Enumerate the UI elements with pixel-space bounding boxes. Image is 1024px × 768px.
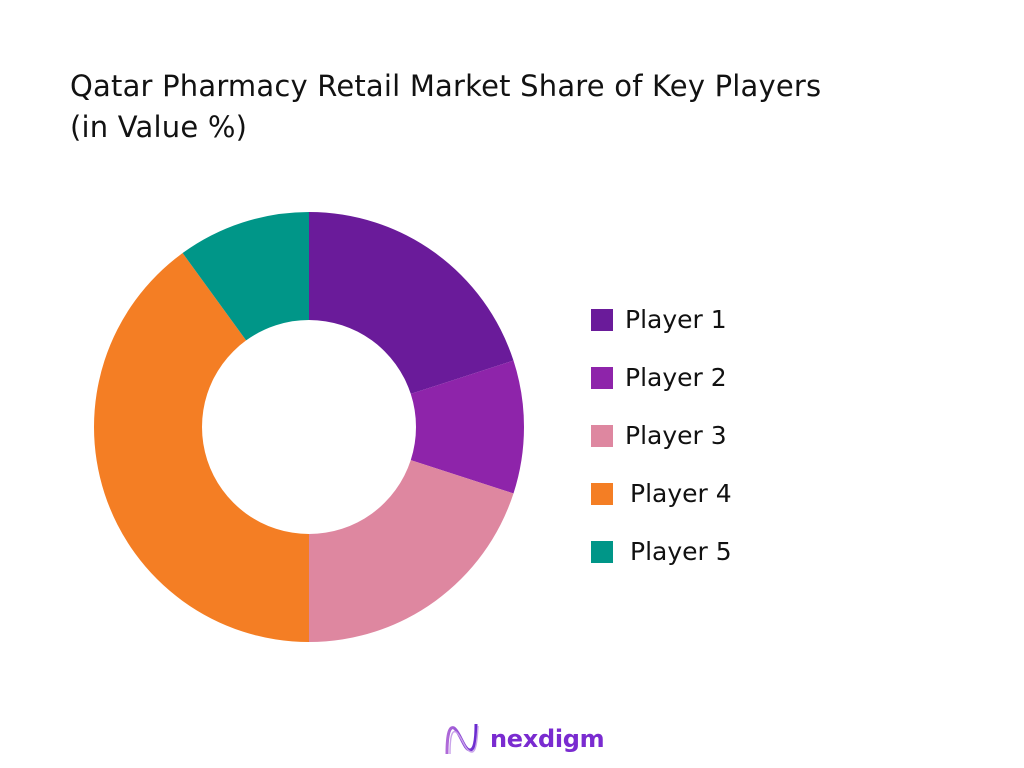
donut-slice-player-3 (309, 460, 514, 642)
donut-slice-player-2 (410, 360, 524, 494)
legend-label: Player 4 (630, 479, 732, 508)
legend-item-player-3: Player 3 (591, 421, 727, 450)
donut-slices (93, 212, 524, 642)
legend-label: Player 1 (625, 305, 727, 334)
donut-slice-player-4 (93, 253, 309, 642)
legend-item-player-4: Player 4 (591, 479, 732, 508)
nexdigm-logo: nexdigm (444, 722, 605, 756)
legend-label: Player 5 (630, 537, 732, 566)
logo-text: nexdigm (490, 725, 605, 753)
legend-label: Player 2 (625, 363, 727, 392)
legend-item-player-1: Player 1 (591, 305, 727, 334)
donut-slice-player-1 (309, 212, 514, 394)
nexdigm-wave-icon (445, 723, 479, 755)
chart-title-line-2: (in Value %) (70, 110, 248, 144)
donut-slice-player-5 (182, 212, 309, 341)
legend-swatch (591, 424, 613, 447)
legend-swatch (591, 308, 613, 331)
chart-title-line-1: Qatar Pharmacy Retail Market Share of Ke… (70, 69, 822, 103)
legend-swatch (591, 540, 613, 563)
legend-swatch (591, 366, 613, 389)
chart-title: Qatar Pharmacy Retail Market Share of Ke… (70, 66, 821, 148)
legend-swatch (591, 482, 613, 505)
legend-item-player-5: Player 5 (591, 537, 732, 566)
legend-item-player-2: Player 2 (591, 363, 727, 392)
legend-label: Player 3 (625, 421, 727, 450)
